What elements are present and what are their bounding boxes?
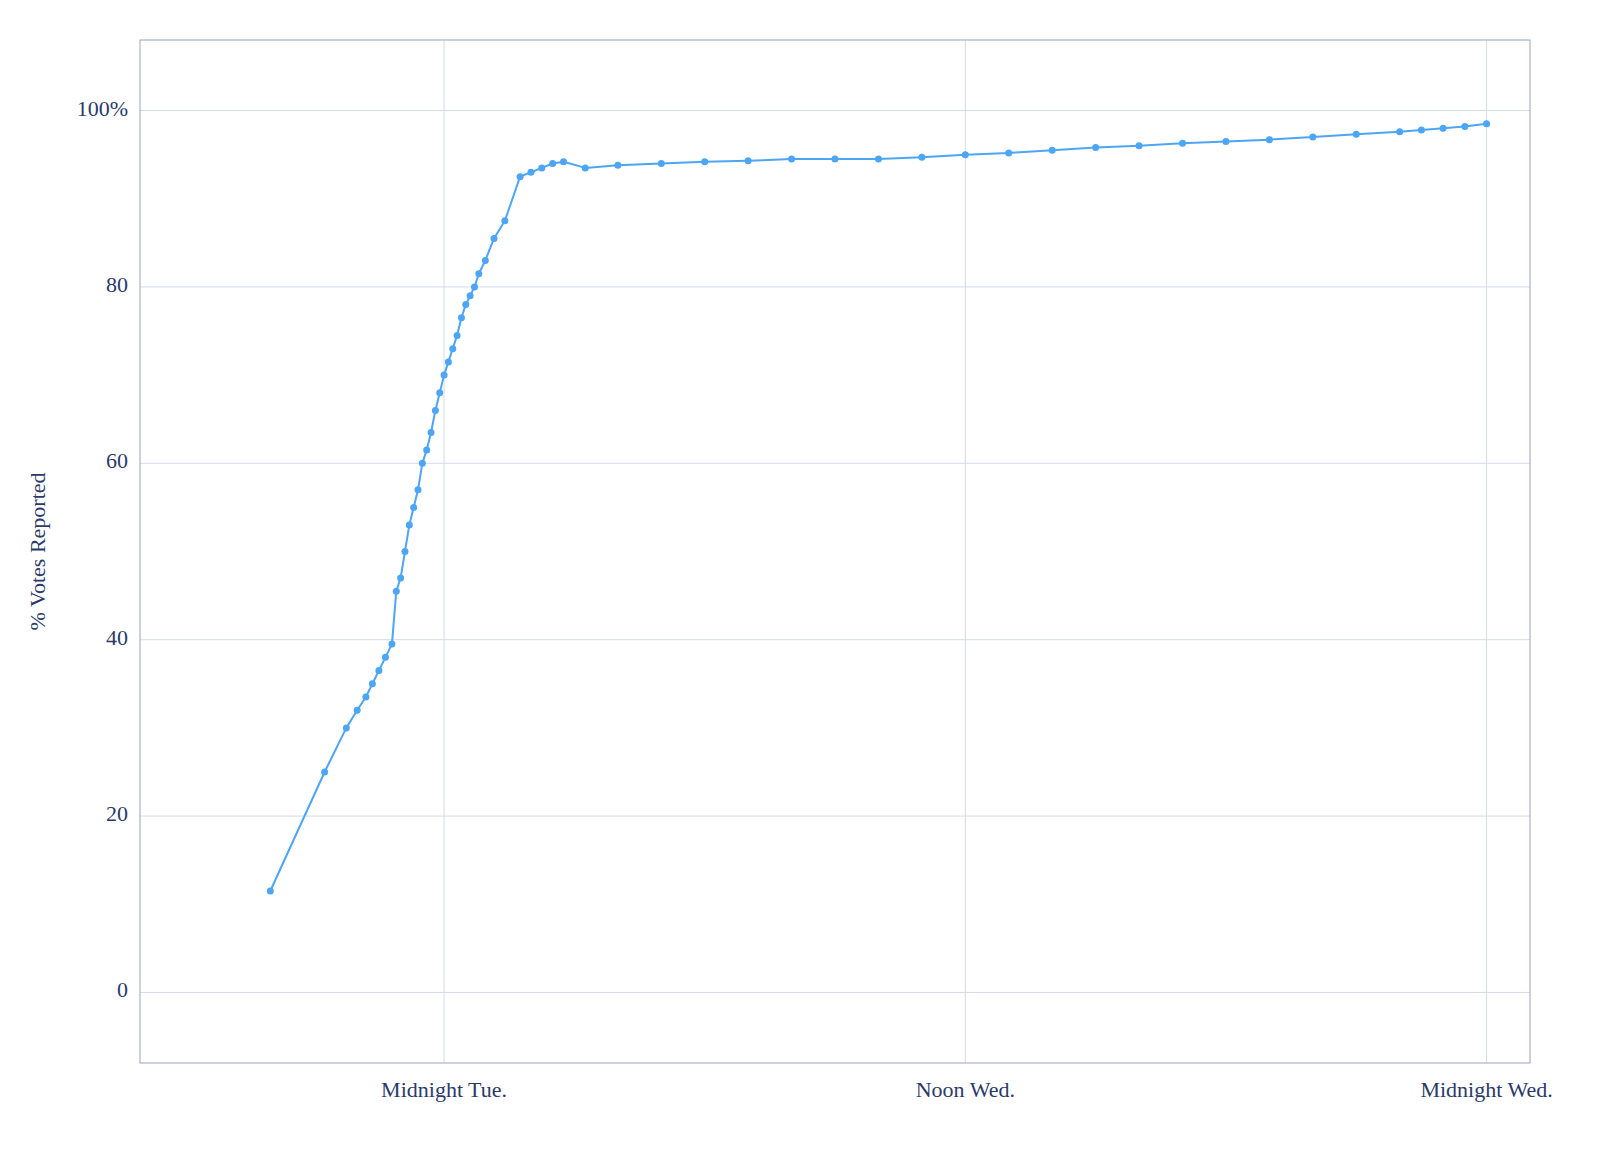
- point: [1396, 128, 1403, 135]
- point: [875, 156, 882, 163]
- point: [428, 429, 435, 436]
- point: [388, 641, 395, 648]
- point: [1353, 131, 1360, 138]
- point: [343, 724, 350, 731]
- x-tick-label: Midnight Wed.: [1420, 1077, 1552, 1102]
- x-tick-label: Midnight Tue.: [381, 1077, 507, 1102]
- point: [1005, 149, 1012, 156]
- point: [1222, 138, 1229, 145]
- point: [549, 160, 556, 167]
- point: [482, 257, 489, 264]
- point: [321, 768, 328, 775]
- point: [475, 270, 482, 277]
- point: [375, 667, 382, 674]
- point: [701, 158, 708, 165]
- point: [788, 156, 795, 163]
- point: [1136, 142, 1143, 149]
- point: [393, 588, 400, 595]
- point: [1266, 136, 1273, 143]
- point: [1440, 125, 1447, 132]
- point: [432, 407, 439, 414]
- point: [560, 158, 567, 165]
- point: [1179, 140, 1186, 147]
- point: [401, 548, 408, 555]
- point: [410, 504, 417, 511]
- point: [471, 283, 478, 290]
- y-tick-label: 40: [106, 625, 128, 650]
- point: [1461, 123, 1468, 130]
- y-grid-line: [140, 110, 1530, 111]
- y-grid-line: [140, 286, 1530, 287]
- y-tick-label: 0: [117, 977, 128, 1002]
- y-grid-line: [140, 463, 1530, 464]
- point: [454, 332, 461, 339]
- point: [832, 156, 839, 163]
- point: [658, 160, 665, 167]
- y-tick-label: 80: [106, 272, 128, 297]
- point: [449, 345, 456, 352]
- x-tick-label: Noon Wed.: [916, 1077, 1015, 1102]
- chart: 0 20 40 60 80 100% Midnight Tue. Noon Wed. Midni…: [0, 0, 1600, 1163]
- point: [745, 157, 752, 164]
- point: [527, 169, 534, 176]
- y-tick-label: 100%: [77, 96, 128, 121]
- point: [538, 164, 545, 171]
- point: [382, 654, 389, 661]
- plot-data: [267, 120, 1490, 894]
- y-tick-label: 20: [106, 801, 128, 826]
- y-axis-label: % Votes Reported: [25, 472, 50, 630]
- x-grid-line: [965, 40, 966, 1063]
- point: [406, 522, 413, 529]
- point: [491, 235, 498, 242]
- grid: [140, 40, 1530, 1063]
- point: [419, 460, 426, 467]
- y-grid-line: [140, 816, 1530, 817]
- point: [436, 389, 443, 396]
- point: [1092, 144, 1099, 151]
- point: [1483, 120, 1490, 127]
- point: [458, 314, 465, 321]
- x-grid-line: [444, 40, 445, 1063]
- point: [397, 574, 404, 581]
- point: [962, 151, 969, 158]
- point: [267, 888, 274, 895]
- point: [423, 447, 430, 454]
- x-grid-line: [1486, 40, 1487, 1063]
- point: [501, 217, 508, 224]
- point: [1418, 126, 1425, 133]
- y-grid-line: [140, 992, 1530, 993]
- point: [1049, 147, 1056, 154]
- point: [445, 358, 452, 365]
- point: [369, 680, 376, 687]
- point: [467, 292, 474, 299]
- point: [1309, 134, 1316, 141]
- point: [462, 301, 469, 308]
- point: [415, 486, 422, 493]
- point: [918, 154, 925, 161]
- point: [441, 372, 448, 379]
- line: [270, 124, 1486, 891]
- plot-frame: [140, 40, 1530, 1063]
- point: [354, 707, 361, 714]
- point: [362, 694, 369, 701]
- point: [614, 162, 621, 169]
- y-grid-line: [140, 639, 1530, 640]
- y-tick-label: 60: [106, 448, 128, 473]
- point: [517, 173, 524, 180]
- point: [582, 164, 589, 171]
